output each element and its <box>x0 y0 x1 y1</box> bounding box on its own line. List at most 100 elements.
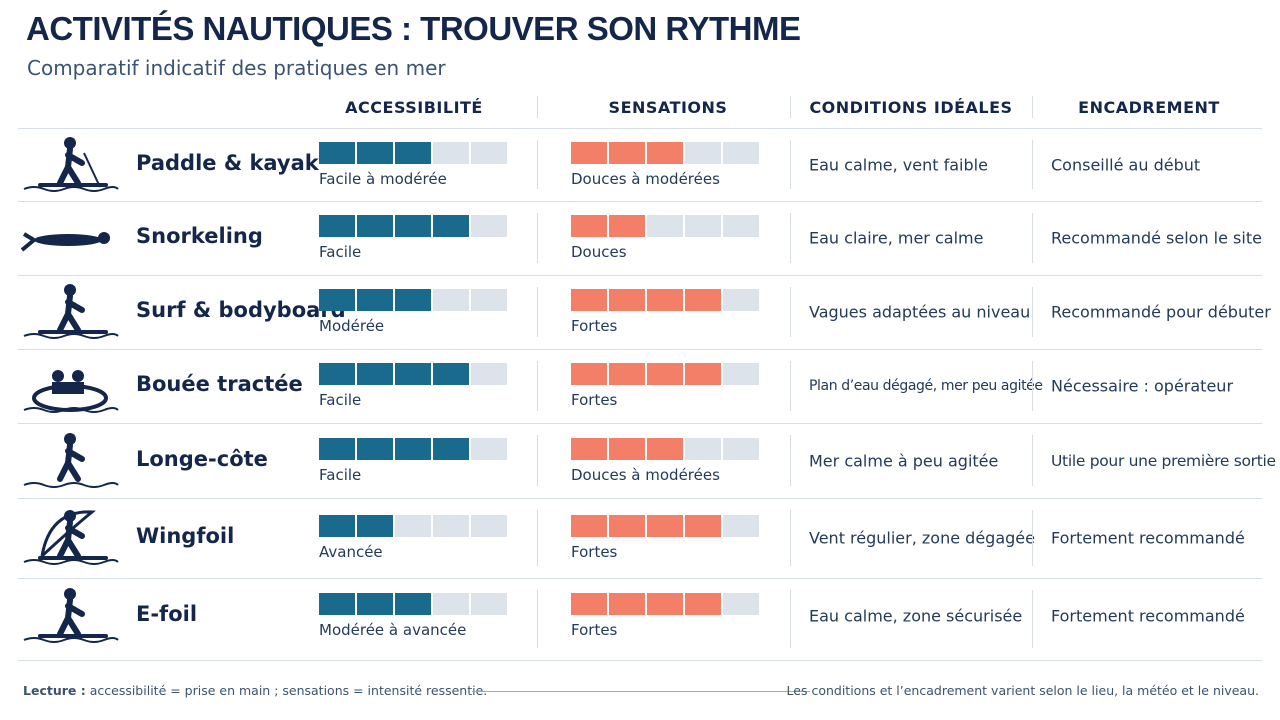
conditions: Plan d’eau dégagé, mer peu agitée <box>809 378 1043 394</box>
level-segment <box>319 363 355 385</box>
sensations-label: Douces à modérées <box>571 465 720 484</box>
level-segment <box>357 437 393 460</box>
supervision: Utile pour une première sortie <box>1051 451 1276 470</box>
activity-icon <box>23 284 119 339</box>
conditions: Vagues adaptées au niveau <box>809 302 1031 322</box>
level-bar <box>571 141 759 164</box>
column-divider <box>790 361 791 411</box>
legend-term: Lecture : <box>23 683 86 698</box>
legend: Lecture : accessibilité = prise en main … <box>23 683 487 698</box>
activity-icon <box>23 432 119 488</box>
accessibility-label: Facile <box>319 243 362 261</box>
level-segment <box>395 515 431 537</box>
level-segment <box>395 593 431 615</box>
column-divider <box>537 287 538 337</box>
level-bar <box>571 289 759 311</box>
column-divider <box>790 590 791 648</box>
activity-name: E-foil <box>136 602 198 626</box>
level-segment <box>609 141 645 164</box>
level-segment <box>609 593 645 615</box>
level-bar <box>319 141 507 164</box>
level-segment <box>433 593 469 615</box>
level-bar <box>319 215 507 237</box>
accessibility-label: Facile à modérée <box>319 169 447 188</box>
sensations-label: Fortes <box>571 621 618 639</box>
supervision: Fortement recommandé <box>1051 528 1245 548</box>
level-segment <box>647 437 683 460</box>
row-divider <box>18 660 1262 661</box>
supervision: Nécessaire : opérateur <box>1051 376 1234 396</box>
level-segment <box>357 215 393 237</box>
column-divider <box>1032 510 1033 566</box>
level-segment <box>357 363 393 385</box>
conditions: Eau calme, vent faible <box>809 155 988 174</box>
activity-icon <box>23 510 119 565</box>
activity-icon <box>20 232 110 252</box>
level-segment <box>395 141 431 164</box>
activity-icon <box>23 588 119 643</box>
level-segment <box>471 515 507 537</box>
column-divider <box>790 96 791 118</box>
level-segment <box>433 141 469 164</box>
level-segment <box>471 215 507 237</box>
level-segment <box>685 593 721 615</box>
column-divider <box>790 435 791 486</box>
level-segment <box>723 215 759 237</box>
level-segment <box>471 141 507 164</box>
sensations-label: Douces à modérées <box>571 169 720 188</box>
level-segment <box>647 515 683 537</box>
column-header: CONDITIONS IDÉALES <box>809 98 1013 117</box>
level-segment <box>571 515 607 537</box>
level-segment <box>471 289 507 311</box>
level-segment <box>319 593 355 615</box>
level-segment <box>647 141 683 164</box>
level-segment <box>433 215 469 237</box>
level-segment <box>685 289 721 311</box>
level-bar <box>571 215 759 237</box>
level-segment <box>685 363 721 385</box>
level-bar <box>571 593 759 615</box>
column-header: ENCADREMENT <box>1078 98 1220 117</box>
level-segment <box>433 289 469 311</box>
level-segment <box>723 515 759 537</box>
column-divider <box>1032 287 1033 337</box>
level-segment <box>647 363 683 385</box>
level-segment <box>685 215 721 237</box>
level-segment <box>471 593 507 615</box>
sensations-label: Fortes <box>571 317 618 335</box>
accessibility-label: Avancée <box>319 543 383 561</box>
column-header: ACCESSIBILITÉ <box>345 98 483 117</box>
accessibility-label: Facile <box>319 391 362 409</box>
supervision: Conseillé au début <box>1051 155 1201 174</box>
accessibility-label: Modérée <box>319 317 385 335</box>
level-segment <box>571 593 607 615</box>
level-segment <box>571 437 607 460</box>
row-divider <box>18 201 1262 202</box>
level-segment <box>723 289 759 311</box>
conditions: Eau claire, mer calme <box>809 228 984 248</box>
level-segment <box>723 593 759 615</box>
level-segment <box>319 215 355 237</box>
level-segment <box>609 437 645 460</box>
level-segment <box>723 363 759 385</box>
column-divider <box>537 96 538 118</box>
level-segment <box>319 289 355 311</box>
level-segment <box>395 437 431 460</box>
activity-name: Longe-côte <box>136 446 268 471</box>
level-bar <box>571 437 759 460</box>
accessibility-label: Modérée à avancée <box>319 621 467 639</box>
activity-icon <box>23 370 119 413</box>
level-segment <box>571 141 607 164</box>
activity-icon <box>23 136 119 192</box>
level-segment <box>571 215 607 237</box>
level-segment <box>609 363 645 385</box>
sensations-label: Douces <box>571 243 627 261</box>
row-divider <box>18 498 1262 499</box>
level-segment <box>319 141 355 164</box>
column-divider <box>537 213 538 263</box>
level-segment <box>471 363 507 385</box>
column-divider <box>537 510 538 566</box>
level-segment <box>571 289 607 311</box>
sensations-label: Fortes <box>571 391 618 409</box>
